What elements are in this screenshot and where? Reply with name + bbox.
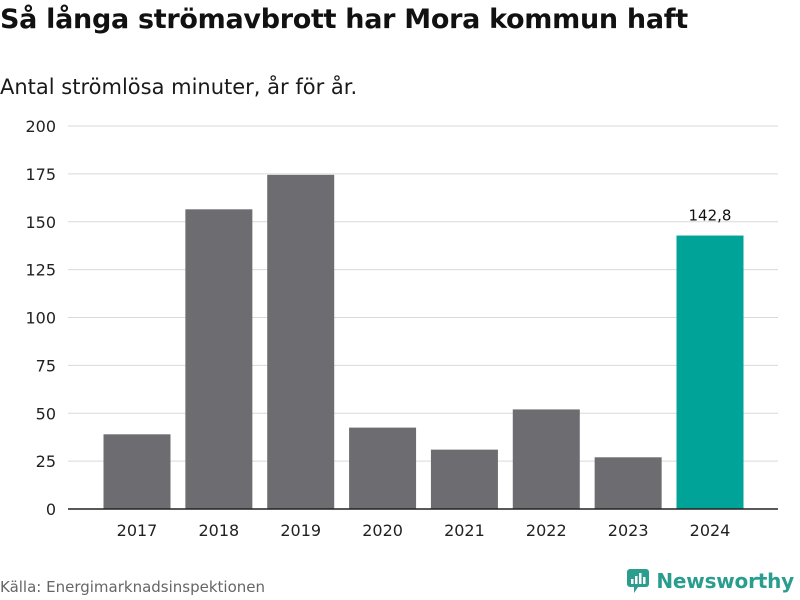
- y-tick-label: 75: [36, 356, 56, 375]
- x-tick-label: 2020: [362, 521, 403, 540]
- bar-2021: [430, 449, 498, 509]
- x-tick-label: 2018: [198, 521, 239, 540]
- y-tick-label: 50: [36, 404, 56, 423]
- y-tick-label: 200: [25, 117, 56, 136]
- bar-2023: [594, 457, 662, 509]
- bar-2017: [103, 434, 171, 509]
- newsworthy-logo-icon: [627, 569, 650, 593]
- y-tick-label: 0: [46, 500, 56, 519]
- x-tick-label: 2023: [608, 521, 649, 540]
- bar-2019: [267, 174, 335, 509]
- x-tick-label: 2022: [526, 521, 567, 540]
- chart-title: Så långa strömavbrott har Mora kommun ha…: [0, 4, 688, 35]
- bar-2024: [676, 235, 744, 509]
- bar-2018: [185, 209, 253, 510]
- x-tick-label: 2019: [280, 521, 321, 540]
- x-tick-label: 2021: [444, 521, 485, 540]
- data-label: 142,8: [689, 207, 732, 225]
- bar-2022: [512, 409, 580, 509]
- x-tick-label: 2017: [117, 521, 158, 540]
- y-tick-label: 100: [25, 309, 56, 328]
- bar-2020: [349, 427, 417, 509]
- brand-name: Newsworthy: [656, 569, 794, 593]
- y-tick-label: 125: [25, 261, 56, 280]
- y-tick-label: 25: [36, 452, 56, 471]
- source-note: Källa: Energimarknadsinspektionen: [0, 578, 266, 596]
- x-tick-label: 2024: [690, 521, 731, 540]
- y-tick-label: 150: [25, 213, 56, 232]
- y-tick-label: 175: [25, 165, 56, 184]
- brand-logo: Newsworthy: [626, 568, 794, 594]
- chart-subtitle: Antal strömlösa minuter, år för år.: [0, 75, 358, 99]
